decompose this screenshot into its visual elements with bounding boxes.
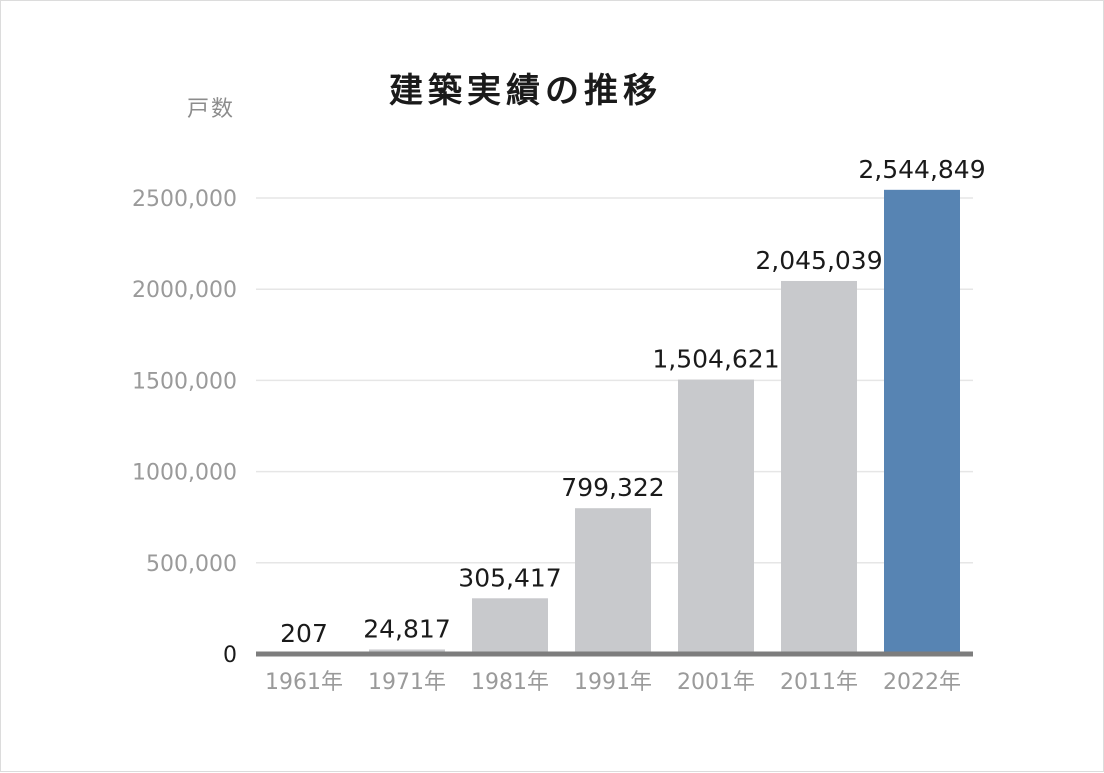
x-tick-label: 2001年 — [677, 670, 755, 695]
x-tick-label: 1991年 — [574, 670, 652, 695]
x-tick-label: 2022年 — [883, 670, 961, 695]
x-tick-labels: 1961年 1971年 1981年 1991年 2001年 2011年 2022年 — [265, 670, 961, 695]
bar — [884, 190, 960, 654]
y-tick-label: 2500,000 — [132, 187, 237, 212]
bar — [472, 598, 548, 654]
y-tick-labels: 0 500,000 1000,000 1500,000 2000,000 2500,000 — [132, 187, 237, 668]
bar — [781, 281, 857, 654]
bar-value-label: 2,045,039 — [755, 246, 882, 275]
bar-value-label: 24,817 — [363, 614, 450, 643]
y-tick-label: 0 — [223, 643, 237, 668]
bar-value-label: 799,322 — [561, 473, 664, 502]
bar-value-label: 1,504,621 — [652, 345, 779, 374]
x-tick-label: 1971年 — [368, 670, 446, 695]
x-tick-label: 1981年 — [471, 670, 549, 695]
bar-value-label: 305,417 — [458, 563, 561, 592]
bar-value-label: 207 — [280, 619, 328, 648]
bar — [575, 508, 651, 654]
x-tick-label: 1961年 — [265, 670, 343, 695]
y-tick-label: 1500,000 — [132, 369, 237, 394]
y-tick-label: 2000,000 — [132, 278, 237, 303]
bar-value-label: 2,544,849 — [858, 155, 985, 184]
y-tick-label: 500,000 — [146, 552, 237, 577]
y-tick-label: 1000,000 — [132, 461, 237, 486]
x-tick-label: 2011年 — [780, 670, 858, 695]
bar — [678, 380, 754, 654]
